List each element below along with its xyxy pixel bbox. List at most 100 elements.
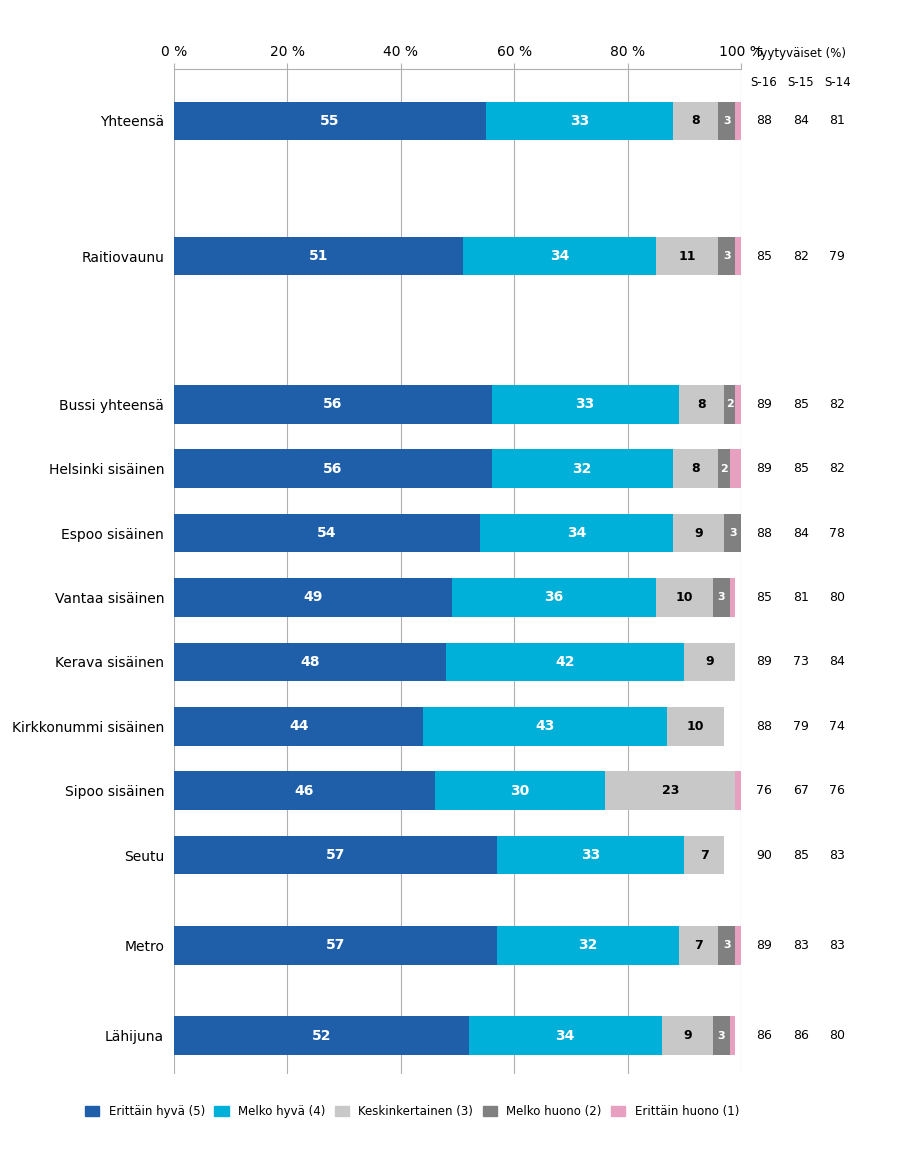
Text: 85: 85 [792, 397, 809, 411]
Bar [486, 102, 673, 140]
Bar [174, 926, 497, 964]
Text: 3: 3 [717, 593, 725, 603]
Text: 49: 49 [303, 590, 322, 604]
Text: 82: 82 [829, 397, 845, 411]
Text: 9: 9 [683, 1029, 692, 1042]
Text: 3: 3 [717, 1030, 725, 1041]
Bar [684, 642, 736, 681]
Bar [447, 642, 684, 681]
Text: 46: 46 [295, 784, 314, 798]
Text: 23: 23 [662, 784, 679, 797]
Bar [673, 514, 724, 552]
Bar [491, 385, 679, 424]
Text: 79: 79 [829, 249, 845, 262]
Text: 89: 89 [756, 939, 772, 952]
Text: 8: 8 [697, 397, 705, 411]
Text: 84: 84 [829, 655, 845, 669]
Bar [452, 579, 656, 617]
Bar [174, 514, 480, 552]
Text: 11: 11 [679, 249, 696, 262]
Text: S-14: S-14 [824, 75, 851, 89]
Text: 8: 8 [692, 114, 700, 127]
Text: 84: 84 [792, 527, 809, 539]
Text: 82: 82 [829, 462, 845, 475]
Text: 85: 85 [756, 249, 772, 262]
Text: 3: 3 [729, 528, 737, 538]
Text: 52: 52 [312, 1028, 331, 1043]
Text: 81: 81 [829, 114, 845, 127]
Text: 78: 78 [829, 527, 845, 539]
Bar [730, 1016, 736, 1055]
Text: 36: 36 [544, 590, 564, 604]
Text: 33: 33 [581, 848, 600, 862]
Bar [736, 772, 741, 810]
Bar [424, 707, 667, 746]
Bar [673, 449, 718, 487]
Bar [463, 237, 656, 275]
Bar [605, 772, 736, 810]
Text: 83: 83 [792, 939, 809, 952]
Bar [174, 102, 486, 140]
Text: 76: 76 [829, 784, 845, 797]
Bar [174, 836, 497, 874]
Bar [662, 1016, 713, 1055]
Text: 85: 85 [756, 591, 772, 604]
Bar [667, 707, 724, 746]
Bar [718, 102, 736, 140]
Text: 89: 89 [756, 397, 772, 411]
Bar [736, 102, 741, 140]
Text: 33: 33 [570, 114, 589, 128]
Bar [174, 642, 447, 681]
Text: 89: 89 [756, 655, 772, 669]
Bar [673, 102, 718, 140]
Bar [684, 836, 724, 874]
Bar [174, 707, 424, 746]
Text: 86: 86 [792, 1029, 809, 1042]
Text: S-15: S-15 [787, 75, 814, 89]
Text: 48: 48 [300, 655, 319, 669]
Text: S-16: S-16 [750, 75, 778, 89]
Bar [497, 836, 684, 874]
Text: 82: 82 [792, 249, 809, 262]
Text: 84: 84 [792, 114, 809, 127]
Text: 54: 54 [318, 526, 337, 541]
Text: 81: 81 [792, 591, 809, 604]
Text: 88: 88 [756, 114, 772, 127]
Bar [435, 772, 605, 810]
Bar [174, 1016, 468, 1055]
Bar [736, 237, 747, 275]
Bar [480, 514, 673, 552]
Bar [741, 514, 747, 552]
Text: 34: 34 [567, 526, 587, 541]
Text: 85: 85 [792, 462, 809, 475]
Text: 88: 88 [756, 720, 772, 732]
Bar [174, 237, 463, 275]
Text: 34: 34 [555, 1028, 575, 1043]
Bar [497, 926, 679, 964]
Text: 7: 7 [694, 939, 703, 952]
Bar [174, 772, 435, 810]
Bar [174, 385, 491, 424]
Text: 90: 90 [756, 849, 772, 862]
Text: 57: 57 [326, 848, 345, 862]
Bar [718, 449, 730, 487]
Bar [730, 449, 741, 487]
Text: 2: 2 [726, 400, 734, 409]
Bar [713, 579, 730, 617]
Text: 2: 2 [720, 463, 728, 474]
Text: 73: 73 [792, 655, 809, 669]
Text: 85: 85 [792, 849, 809, 862]
Text: 83: 83 [829, 939, 845, 952]
Bar [736, 385, 741, 424]
Bar [174, 579, 452, 617]
Text: 76: 76 [756, 784, 772, 797]
Text: 56: 56 [323, 462, 342, 476]
Text: 88: 88 [756, 527, 772, 539]
Text: 80: 80 [829, 1029, 845, 1042]
Text: 10: 10 [687, 720, 705, 732]
Text: 56: 56 [323, 397, 342, 411]
Text: 3: 3 [723, 116, 731, 126]
Text: 43: 43 [536, 720, 555, 733]
Bar [679, 385, 724, 424]
Text: 79: 79 [792, 720, 809, 732]
